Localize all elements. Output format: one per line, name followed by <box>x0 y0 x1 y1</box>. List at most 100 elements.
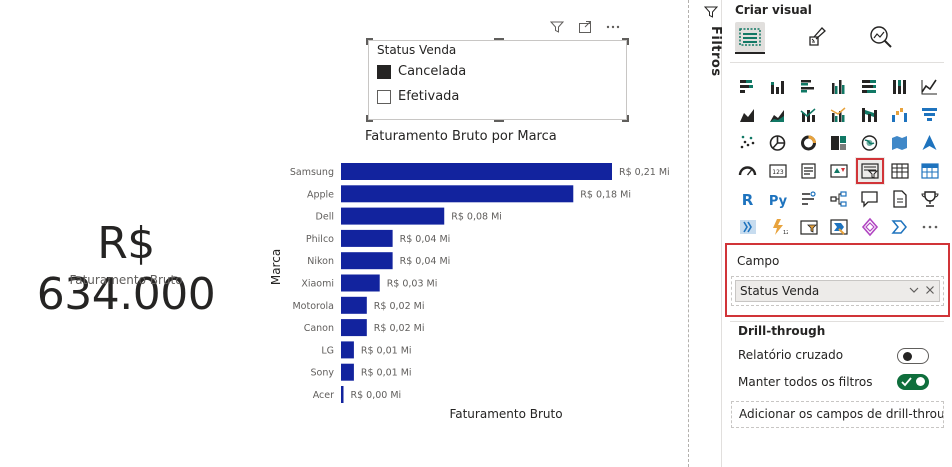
category-tick-label: Dell <box>316 212 334 223</box>
scatter-chart-icon[interactable] <box>733 129 763 157</box>
matrix-icon[interactable] <box>915 157 945 185</box>
map-icon[interactable] <box>855 129 885 157</box>
card-icon[interactable]: 123 <box>763 157 793 185</box>
clustered-bar-chart-icon[interactable] <box>794 73 824 101</box>
line-and-clustered-column-icon[interactable] <box>824 101 854 129</box>
chart-title: Faturamento Bruto por Marca <box>365 129 557 144</box>
table-icon[interactable] <box>885 157 915 185</box>
chevron-down-icon[interactable] <box>909 285 919 298</box>
filter-icon[interactable] <box>548 18 566 36</box>
area-chart-icon[interactable] <box>733 101 763 129</box>
checkbox-unchecked[interactable] <box>377 89 391 104</box>
bar[interactable] <box>341 207 445 225</box>
stacked-area-chart-icon[interactable] <box>763 101 793 129</box>
checkbox-checked[interactable] <box>377 64 391 79</box>
analytics-tab[interactable] <box>866 22 896 52</box>
field-pill-label: Status Venda <box>740 284 820 298</box>
azure-map-icon[interactable] <box>915 129 945 157</box>
svg-text:123: 123 <box>773 169 785 176</box>
bar[interactable] <box>341 229 393 247</box>
more-visuals-icon[interactable] <box>915 213 945 241</box>
waterfall-chart-icon[interactable] <box>885 101 915 129</box>
slicer-visual[interactable] <box>368 40 627 120</box>
kpi-icon[interactable] <box>824 157 854 185</box>
drill-through-fields-well[interactable]: Adicionar os campos de drill-throu... <box>731 401 944 428</box>
line-chart-icon[interactable] <box>915 73 945 101</box>
decomposition-tree-icon[interactable] <box>824 185 854 213</box>
focus-mode-icon[interactable] <box>576 18 594 36</box>
category-tick-label: LG <box>321 345 334 356</box>
funnel-chart-icon[interactable] <box>915 101 945 129</box>
slicer-item-cancelada[interactable]: Cancelada <box>377 64 466 79</box>
active-tab-indicator <box>735 52 765 54</box>
goals-icon[interactable] <box>915 185 945 213</box>
data-label: R$ 0,00 Mi <box>351 390 402 401</box>
paginated-report-icon[interactable] <box>885 185 915 213</box>
bar[interactable] <box>341 319 367 337</box>
resize-handle[interactable] <box>366 38 373 45</box>
separator <box>730 62 944 63</box>
100-stacked-column-chart-icon[interactable] <box>885 73 915 101</box>
bar[interactable] <box>341 185 574 203</box>
build-visual-tab[interactable] <box>735 22 765 52</box>
field-well-highlight <box>725 243 950 317</box>
resize-handle[interactable] <box>494 38 504 45</box>
bar[interactable] <box>341 363 354 381</box>
slicer-icon[interactable] <box>854 157 885 185</box>
filled-map-icon[interactable] <box>885 129 915 157</box>
toggle-knob <box>903 352 912 361</box>
power-automate-icon[interactable] <box>824 213 854 241</box>
donut-chart-icon[interactable] <box>794 129 824 157</box>
gauge-icon[interactable] <box>733 157 763 185</box>
python-visual-icon[interactable]: Py <box>763 185 793 213</box>
card-new-icon[interactable] <box>794 213 824 241</box>
resize-handle[interactable] <box>366 115 373 122</box>
format-visual-tab[interactable] <box>802 22 832 52</box>
multi-row-card-icon[interactable] <box>794 157 824 185</box>
smart-narrative-icon[interactable]: 123 <box>763 213 793 241</box>
stacked-column-chart-icon[interactable] <box>763 73 793 101</box>
field-pill[interactable]: Status Venda <box>735 280 940 302</box>
pie-chart-icon[interactable] <box>763 129 793 157</box>
qa-visual-icon[interactable] <box>855 185 885 213</box>
key-influencers-icon[interactable] <box>794 185 824 213</box>
stacked-bar-chart-icon[interactable] <box>733 73 763 101</box>
cross-report-toggle[interactable] <box>897 348 929 364</box>
bar[interactable] <box>341 252 393 270</box>
filter-icon[interactable] <box>703 4 719 18</box>
more-options-icon[interactable] <box>604 18 622 36</box>
field-well-drop-zone[interactable]: Status Venda <box>731 276 944 306</box>
100-stacked-bar-chart-icon[interactable] <box>855 73 885 101</box>
resize-handle[interactable] <box>622 115 629 122</box>
data-label: R$ 0,21 Mi <box>619 167 670 178</box>
data-label: R$ 0,01 Mi <box>361 345 412 356</box>
line-and-stacked-column-icon[interactable] <box>794 101 824 129</box>
bar[interactable] <box>341 163 612 180</box>
filters-pane-collapsed[interactable] <box>690 0 722 467</box>
category-tick-label: Motorola <box>292 301 334 312</box>
chevron-visual-icon[interactable] <box>885 213 915 241</box>
close-icon[interactable] <box>925 285 935 298</box>
bar[interactable] <box>341 274 380 292</box>
bar[interactable] <box>341 296 367 314</box>
kpi-card-value[interactable]: R$ 634.000 <box>36 218 216 320</box>
resize-handle[interactable] <box>494 115 504 122</box>
r-script-visual-icon[interactable]: R <box>733 185 763 213</box>
filters-pane-label[interactable]: Filtros <box>708 26 723 77</box>
slicer-item-efetivada[interactable]: Efetivada <box>377 89 459 104</box>
clustered-column-chart-icon[interactable] <box>824 73 854 101</box>
bar[interactable] <box>341 341 354 359</box>
power-apps-icon[interactable] <box>733 213 763 241</box>
treemap-icon[interactable] <box>824 129 854 157</box>
bar[interactable] <box>341 386 344 403</box>
data-label: R$ 0,01 Mi <box>361 368 412 379</box>
field-well-label: Campo <box>737 254 780 268</box>
keep-filters-toggle[interactable] <box>897 374 929 390</box>
slicer-title: Status Venda <box>377 43 457 57</box>
diamond-visual-icon[interactable] <box>855 213 885 241</box>
x-axis-label: Faturamento Bruto <box>449 407 562 421</box>
bar-chart-visual[interactable]: Faturamento Bruto por Marca Marca Fatura… <box>260 120 690 430</box>
resize-handle[interactable] <box>622 38 629 45</box>
category-tick-label: Apple <box>307 189 334 200</box>
ribbon-chart-icon[interactable] <box>855 101 885 129</box>
